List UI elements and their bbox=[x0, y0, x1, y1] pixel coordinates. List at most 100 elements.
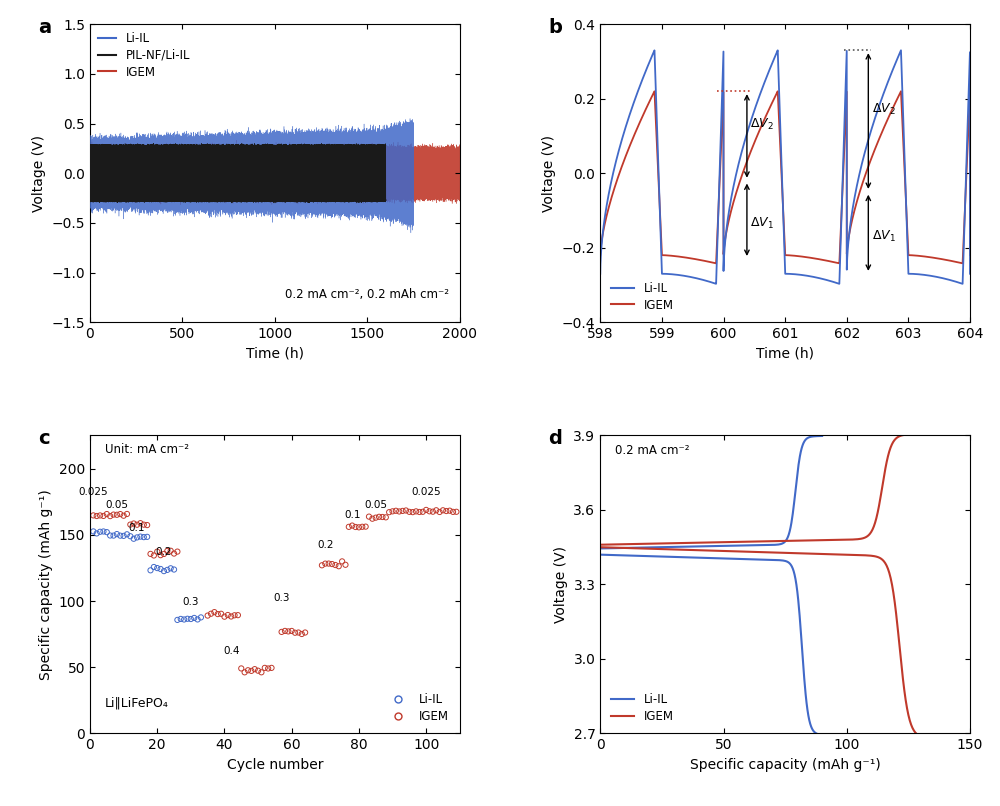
Text: a: a bbox=[38, 19, 51, 37]
Point bbox=[432, 505, 448, 518]
Point bbox=[112, 508, 128, 521]
Point bbox=[274, 625, 290, 638]
Point bbox=[190, 613, 206, 626]
Point bbox=[163, 562, 179, 575]
Point bbox=[418, 504, 434, 517]
Point bbox=[344, 519, 360, 532]
Point bbox=[153, 563, 169, 575]
Point bbox=[166, 563, 182, 576]
Point bbox=[163, 544, 179, 557]
Point bbox=[264, 662, 280, 675]
Point bbox=[106, 508, 122, 521]
Y-axis label: Specific capacity (mAh g⁻¹): Specific capacity (mAh g⁻¹) bbox=[39, 489, 53, 679]
Point bbox=[156, 565, 172, 578]
Point bbox=[122, 530, 138, 542]
Point bbox=[149, 562, 165, 575]
Point bbox=[116, 530, 132, 542]
Point bbox=[136, 518, 152, 531]
Point bbox=[119, 528, 135, 541]
Text: 0.05: 0.05 bbox=[364, 501, 387, 510]
Point bbox=[240, 664, 256, 677]
Point bbox=[136, 530, 152, 543]
Point bbox=[324, 558, 340, 571]
Point bbox=[92, 509, 108, 522]
Point bbox=[257, 662, 273, 675]
Point bbox=[237, 666, 253, 679]
Point bbox=[331, 560, 347, 573]
Text: c: c bbox=[38, 430, 50, 448]
Point bbox=[146, 560, 162, 573]
Point bbox=[438, 505, 454, 517]
Point bbox=[132, 517, 148, 530]
Legend: Li-IL, IGEM: Li-IL, IGEM bbox=[381, 688, 454, 728]
Point bbox=[89, 509, 105, 522]
Point bbox=[95, 525, 111, 538]
Point bbox=[153, 549, 169, 562]
Point bbox=[143, 547, 159, 560]
Text: Unit: mA cm⁻²: Unit: mA cm⁻² bbox=[105, 443, 189, 456]
Point bbox=[250, 664, 266, 677]
Point bbox=[287, 626, 303, 639]
Text: 0.2: 0.2 bbox=[317, 540, 334, 550]
Point bbox=[119, 508, 135, 521]
Point bbox=[421, 505, 437, 517]
Text: $\Delta V_2$: $\Delta V_2$ bbox=[750, 117, 774, 132]
Point bbox=[435, 504, 451, 517]
Point bbox=[206, 605, 222, 618]
Point bbox=[200, 609, 216, 622]
Point bbox=[166, 547, 182, 560]
Point bbox=[260, 662, 276, 675]
Legend: Li-IL, IGEM: Li-IL, IGEM bbox=[606, 688, 679, 728]
Point bbox=[183, 613, 199, 625]
X-axis label: Specific capacity (mAh g⁻¹): Specific capacity (mAh g⁻¹) bbox=[690, 758, 881, 772]
Point bbox=[132, 530, 148, 543]
Y-axis label: Voltage (V): Voltage (V) bbox=[32, 135, 46, 212]
Point bbox=[405, 505, 421, 518]
Point bbox=[378, 511, 394, 524]
Point bbox=[351, 521, 367, 534]
Point bbox=[381, 505, 397, 518]
Point bbox=[385, 505, 401, 517]
Point bbox=[361, 510, 377, 523]
Point bbox=[159, 563, 175, 576]
Point bbox=[290, 626, 306, 639]
Point bbox=[277, 625, 293, 638]
Text: $\Delta V_1$: $\Delta V_1$ bbox=[872, 229, 896, 244]
Point bbox=[85, 509, 101, 521]
Point bbox=[294, 628, 310, 641]
Point bbox=[230, 609, 246, 621]
Point bbox=[116, 509, 132, 522]
Point bbox=[85, 525, 101, 538]
Point bbox=[398, 504, 414, 517]
Text: $\Delta V_2$: $\Delta V_2$ bbox=[872, 102, 896, 118]
Point bbox=[368, 511, 384, 524]
Point bbox=[102, 509, 118, 522]
Point bbox=[169, 613, 185, 626]
Point bbox=[106, 529, 122, 542]
Point bbox=[179, 613, 195, 625]
Point bbox=[139, 530, 155, 543]
Point bbox=[442, 505, 458, 517]
Point bbox=[89, 527, 105, 540]
Point bbox=[203, 607, 219, 620]
Y-axis label: Voltage (V): Voltage (V) bbox=[542, 135, 556, 212]
Point bbox=[341, 521, 357, 534]
Point bbox=[425, 505, 441, 518]
Point bbox=[411, 505, 427, 518]
Point bbox=[227, 609, 243, 621]
Point bbox=[129, 531, 145, 544]
Text: 0.4: 0.4 bbox=[223, 646, 239, 656]
Text: 0.1: 0.1 bbox=[344, 509, 360, 520]
Point bbox=[327, 559, 343, 571]
Point bbox=[233, 662, 249, 675]
X-axis label: Time (h): Time (h) bbox=[756, 347, 814, 360]
Point bbox=[216, 610, 232, 623]
Point bbox=[348, 521, 364, 534]
X-axis label: Time (h): Time (h) bbox=[246, 347, 304, 360]
Point bbox=[364, 513, 380, 526]
Point bbox=[149, 545, 165, 558]
Point bbox=[139, 518, 155, 531]
Point bbox=[280, 625, 296, 638]
Point bbox=[156, 547, 172, 560]
Text: 0.1: 0.1 bbox=[129, 523, 145, 533]
